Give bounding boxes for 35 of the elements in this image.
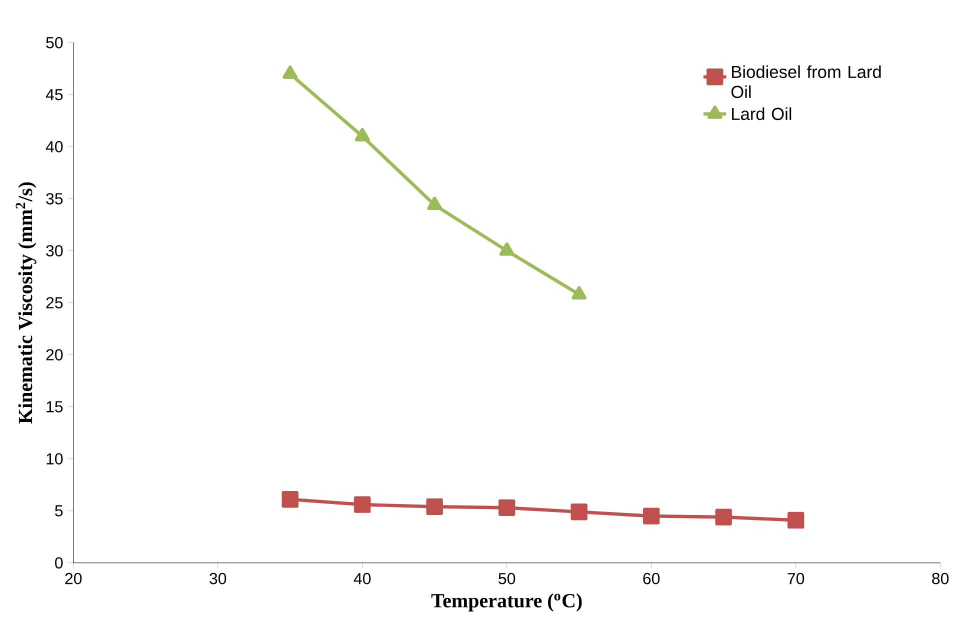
- legend-label: Biodiesel from Lard Oil: [731, 66, 881, 98]
- point: [498, 500, 516, 516]
- point: [570, 504, 588, 520]
- x-tick-label: 20: [65, 573, 82, 584]
- point: [787, 512, 804, 529]
- x-axis-title: Temperature ($^{o}$C): [431, 594, 582, 612]
- y-tick-label: 20: [46, 349, 63, 361]
- y-axis-title: Kinematic Viscosity (mm$^{2}$/s): [16, 182, 36, 424]
- y-tick-label: 5: [55, 505, 63, 517]
- point: [354, 496, 371, 514]
- point: [715, 508, 732, 526]
- point: [499, 242, 514, 256]
- y-tick-label: 50: [46, 37, 63, 49]
- y-tick-label: 25: [46, 297, 63, 309]
- point: [354, 128, 370, 142]
- point: [282, 66, 298, 80]
- y-tick-label: 15: [46, 401, 63, 413]
- point: [282, 491, 298, 508]
- point: [427, 196, 442, 210]
- point: [643, 508, 660, 525]
- point: [572, 286, 587, 300]
- point: [426, 498, 443, 516]
- y-tick-label: 10: [46, 453, 63, 465]
- x-tick-label: 70: [788, 573, 804, 584]
- y-tick-label: 30: [46, 245, 63, 257]
- x-tick-label: 40: [354, 573, 371, 584]
- x-tick-label: 60: [643, 573, 660, 584]
- y-tick-label: 0: [55, 557, 63, 569]
- legend-label: Lard Oil: [732, 108, 792, 120]
- y-tick-label: 45: [46, 89, 63, 100]
- x-tick-label: 30: [210, 573, 226, 584]
- y-tick-label: 40: [46, 141, 63, 153]
- x-tick-label: 80: [932, 573, 949, 584]
- x-tick-label: 50: [498, 573, 516, 584]
- y-tick-label: 35: [46, 193, 63, 205]
